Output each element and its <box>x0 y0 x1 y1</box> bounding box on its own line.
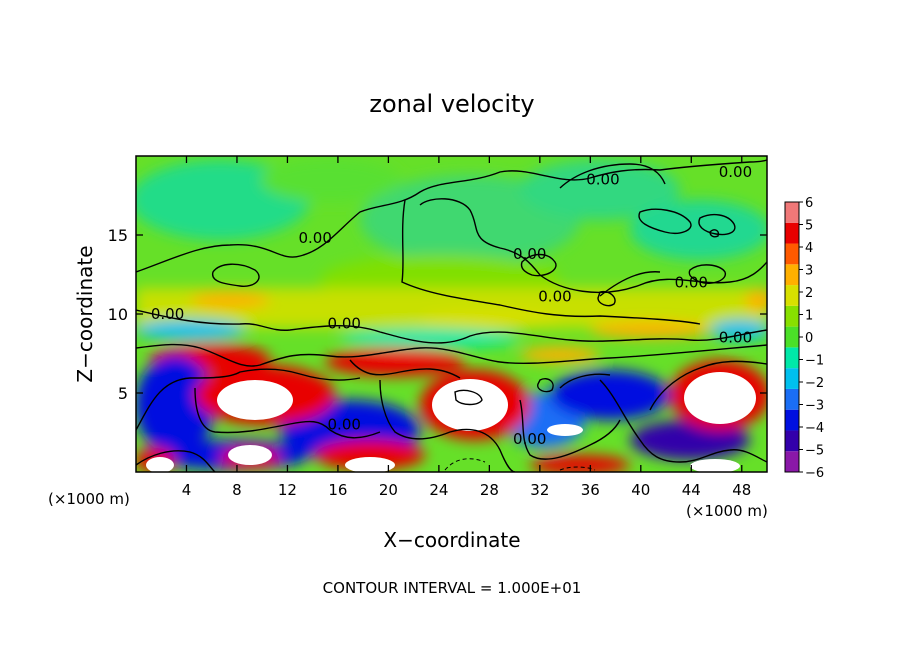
x-tick-label: 44 <box>682 481 701 499</box>
y-tick-label: 10 <box>108 305 128 324</box>
colorbar-segment <box>785 264 799 286</box>
x-tick-label: 32 <box>530 481 549 499</box>
contour-label: 0.00 <box>328 416 361 434</box>
colorbar-label: −2 <box>805 376 824 391</box>
chart-title: zonal velocity <box>369 90 534 118</box>
colorbar-label: 5 <box>805 219 813 234</box>
x-axis: 4 8 12 16 20 24 28 32 36 40 44 48 <box>182 156 751 499</box>
colorbar-label: 6 <box>805 196 813 211</box>
contour-label: 0.00 <box>328 314 361 332</box>
colorbar-segment <box>785 326 799 348</box>
contour-label: 0.00 <box>513 245 546 263</box>
contour-label: 0.00 <box>299 229 332 247</box>
colorbar-label: 0 <box>805 331 813 346</box>
x-unit-right: (×1000 m) <box>686 502 768 520</box>
colorbar-label: −4 <box>805 421 824 436</box>
contour-label: 0.00 <box>151 305 184 323</box>
colorbar-segment <box>785 430 799 452</box>
colorbar-segment <box>785 222 799 244</box>
contour-label: 0.00 <box>538 288 571 306</box>
x-tick-label: 8 <box>232 481 242 499</box>
x-tick-label: 28 <box>480 481 499 499</box>
colorbar-label: 3 <box>805 264 813 279</box>
y-axis-label: Z−coordinate <box>73 245 97 382</box>
colorbar-segment <box>785 347 799 369</box>
colorbar-label: −1 <box>805 354 824 369</box>
colorbar-segment <box>785 451 799 472</box>
colorbar-label: 1 <box>805 309 813 324</box>
colorbar-segment <box>785 243 799 265</box>
colorbar-segment <box>785 388 799 410</box>
y-tick-label: 5 <box>118 384 128 403</box>
contour-label: 0.00 <box>586 171 619 189</box>
x-tick-label: 48 <box>732 481 751 499</box>
velocity-field <box>136 156 767 472</box>
x-unit-left: (×1000 m) <box>48 490 130 508</box>
colorbar-segment <box>785 368 799 389</box>
x-tick-label: 12 <box>278 481 297 499</box>
contour-labels: 0.00 0.00 0.00 0.00 0.00 0.00 0.00 0.00 0.00 0.00… <box>151 163 752 448</box>
colorbar-segment <box>785 285 799 306</box>
contour-interval-footer: CONTOUR INTERVAL = 1.000E+01 <box>323 579 582 597</box>
contour-label: 0.00 <box>513 430 546 448</box>
colorbar-segment <box>785 305 799 327</box>
x-tick-label: 4 <box>182 481 192 499</box>
contour-label: 0.00 <box>719 163 752 181</box>
x-tick-label: 40 <box>631 481 650 499</box>
contour-label: 0.00 <box>719 329 752 347</box>
colorbar-label: 2 <box>805 286 813 301</box>
y-tick-label: 15 <box>108 226 128 245</box>
colorbar: 6 5 4 3 2 1 0 −1 −2 −3 −4 −5 −6 <box>784 196 824 481</box>
colorbar-label: −6 <box>805 466 824 481</box>
colorbar-label: −3 <box>805 399 824 414</box>
x-tick-label: 36 <box>581 481 600 499</box>
x-tick-label: 20 <box>379 481 398 499</box>
colorbar-label: −5 <box>805 444 824 459</box>
colorbar-segment <box>785 409 799 431</box>
x-tick-label: 24 <box>429 481 448 499</box>
colorbar-segment <box>785 202 799 223</box>
x-axis-label: X−coordinate <box>383 528 520 552</box>
y-axis: 5 10 15 <box>108 226 767 403</box>
colorbar-label: 4 <box>805 241 813 256</box>
x-tick-label: 16 <box>328 481 347 499</box>
contour-label: 0.00 <box>675 273 708 291</box>
